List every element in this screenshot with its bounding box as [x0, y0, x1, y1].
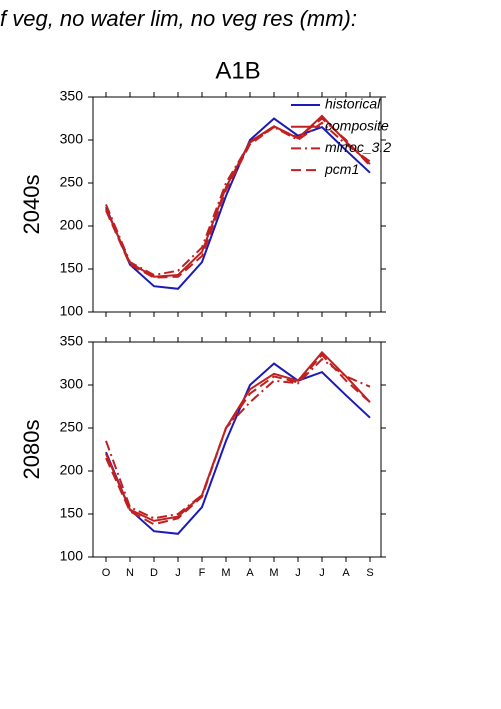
- y-tick-label: 100: [60, 548, 84, 564]
- y-tick-label: 300: [60, 131, 84, 147]
- y-tick-label: 200: [60, 462, 84, 478]
- y-tick-label: 250: [60, 174, 84, 190]
- x-tick-label: O: [102, 567, 111, 579]
- series-line: [105, 117, 371, 279]
- legend-label: pcm1: [324, 161, 359, 177]
- series-line: [105, 350, 371, 522]
- series-line: [105, 117, 371, 290]
- y-tick-label: 300: [60, 376, 84, 392]
- series-line: [105, 362, 371, 535]
- x-tick-label: M: [221, 567, 230, 579]
- x-tick-label: A: [246, 567, 254, 579]
- y-axis-label: 2080s: [19, 420, 44, 480]
- x-tick-label: S: [366, 567, 373, 579]
- x-tick-label: J: [295, 567, 301, 579]
- x-tick-label: A: [342, 567, 350, 579]
- x-tick-label: J: [319, 567, 325, 579]
- y-tick-label: 350: [60, 88, 84, 104]
- page-title: f veg, no water lim, no veg res (mm):: [0, 6, 357, 31]
- legend-label: historical: [325, 96, 381, 112]
- series-line: [105, 121, 371, 277]
- y-tick-label: 200: [60, 217, 84, 233]
- x-tick-label: J: [175, 567, 181, 579]
- series-line: [105, 357, 371, 520]
- legend-label: composite: [325, 117, 389, 133]
- x-tick-label: D: [150, 567, 158, 579]
- series-line: [105, 353, 371, 526]
- panel-title: A1B: [215, 57, 260, 84]
- y-tick-label: 150: [60, 260, 84, 276]
- x-tick-label: M: [269, 567, 278, 579]
- plot-frame: [92, 96, 382, 313]
- y-tick-label: 250: [60, 419, 84, 435]
- plot-frame: [92, 341, 382, 558]
- y-tick-label: 350: [60, 333, 84, 349]
- y-axis-label: 2040s: [19, 175, 44, 235]
- legend-label: mirroc_3.2: [325, 139, 391, 155]
- x-tick-label: F: [199, 567, 206, 579]
- y-tick-label: 100: [60, 303, 84, 319]
- x-tick-label: N: [126, 567, 134, 579]
- y-tick-label: 150: [60, 505, 84, 521]
